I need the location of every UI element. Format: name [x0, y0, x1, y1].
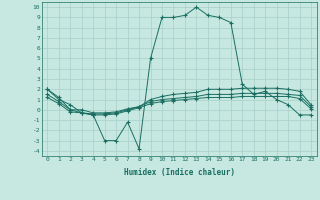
- X-axis label: Humidex (Indice chaleur): Humidex (Indice chaleur): [124, 168, 235, 177]
